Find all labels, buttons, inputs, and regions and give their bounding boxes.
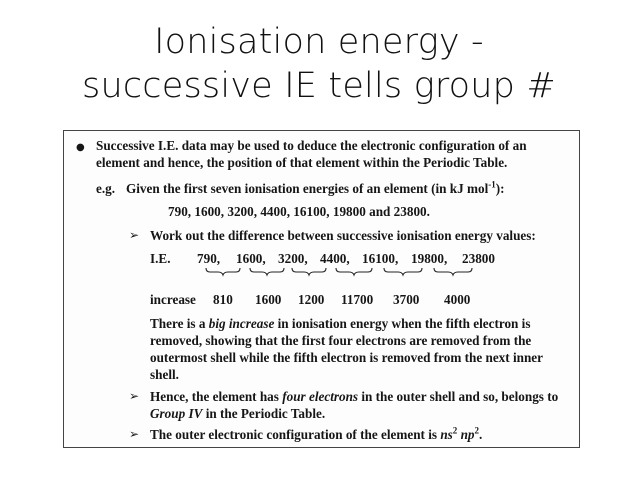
point-2-line-2: Group IV in the Periodic Table. bbox=[150, 405, 325, 422]
arrowhead-bullet-icon: ➢ bbox=[129, 389, 140, 403]
increase-value-highlight: 11700 bbox=[341, 292, 374, 307]
ie-value: 4400, bbox=[320, 251, 350, 266]
bullet-line-1: Successive I.E. data may be used to dedu… bbox=[96, 138, 527, 153]
arrowhead-bullet-icon: ➢ bbox=[129, 427, 140, 441]
ie-values-line: 790, 1600, 3200, 4400, 16100, 19800 and … bbox=[168, 204, 430, 219]
title-line-2: successive IE tells group # bbox=[82, 66, 556, 106]
config-ns-superscript: 2 bbox=[452, 425, 458, 436]
title-line-1: Ionisation energy - bbox=[154, 22, 484, 62]
point-3-text: The outer electronic configuration of th… bbox=[150, 427, 441, 442]
eg-suffix: ): bbox=[495, 181, 505, 196]
brace-icon bbox=[249, 267, 285, 277]
point-3: The outer electronic configuration of th… bbox=[150, 426, 482, 443]
arrowhead-bullet-icon: ➢ bbox=[129, 228, 140, 242]
point-2-text: Hence, the element has bbox=[150, 389, 283, 404]
point-2-text: in the outer shell and so, belongs to bbox=[358, 389, 559, 404]
point-1: Work out the difference between successi… bbox=[150, 228, 536, 243]
eg-prefix: e.g. bbox=[96, 181, 116, 196]
config-np: np bbox=[457, 427, 475, 442]
explain-line-4: shell. bbox=[150, 367, 179, 382]
group-emphasis: Group IV bbox=[150, 406, 203, 421]
increase-label: increase bbox=[150, 292, 196, 307]
increase-value: 810 bbox=[213, 292, 233, 307]
increase-value: 1200 bbox=[298, 292, 325, 307]
explain-emphasis: big increase bbox=[208, 316, 275, 331]
explain-text: in ionisation energy when the fifth elec… bbox=[274, 316, 531, 331]
eg-line: Given the first seven ionisation energie… bbox=[126, 180, 505, 197]
brace-icon bbox=[205, 267, 241, 277]
eg-text: Given the first seven ionisation energie… bbox=[126, 181, 489, 196]
ie-label: I.E. bbox=[150, 251, 171, 266]
ie-value: 3200, bbox=[278, 251, 308, 266]
point-2-line-1: Hence, the element has four electrons in… bbox=[150, 388, 558, 405]
increase-value: 3700 bbox=[393, 292, 420, 307]
ie-value: 1600, bbox=[236, 251, 266, 266]
ie-value: 16100, bbox=[362, 251, 399, 266]
explain-line-3: outermost shell while the fifth electron… bbox=[150, 350, 543, 365]
config-np-superscript: 2 bbox=[474, 425, 480, 436]
eg-superscript: -1 bbox=[488, 179, 496, 190]
difference-braces bbox=[205, 267, 473, 277]
increase-value: 4000 bbox=[444, 292, 471, 307]
brace-icon bbox=[291, 267, 327, 277]
explain-line-2: removed, showing that the first four ele… bbox=[150, 333, 532, 348]
increase-value: 1600 bbox=[255, 292, 282, 307]
bullet-line-2: element and hence, the position of that … bbox=[96, 155, 508, 170]
ie-value: 790, bbox=[197, 251, 221, 266]
explain-text: There is a bbox=[150, 316, 209, 331]
brace-icon bbox=[383, 267, 423, 277]
point-2-emphasis: four electrons bbox=[282, 389, 359, 404]
ie-value: 19800, bbox=[411, 251, 448, 266]
bullet-dot-icon: ● bbox=[76, 142, 85, 153]
explain-line-1: There is a big increase in ionisation en… bbox=[150, 315, 530, 332]
slide-title: Ionisation energy - successive IE tells … bbox=[0, 20, 638, 108]
config-ns: ns bbox=[440, 427, 453, 442]
point-3-end: . bbox=[479, 427, 483, 442]
brace-icon bbox=[433, 267, 473, 277]
brace-icon bbox=[335, 267, 373, 277]
point-2-text: in the Periodic Table. bbox=[202, 406, 326, 421]
ie-value: 23800 bbox=[462, 251, 495, 266]
scanned-text-panel: ● Successive I.E. data may be used to de… bbox=[63, 130, 580, 448]
